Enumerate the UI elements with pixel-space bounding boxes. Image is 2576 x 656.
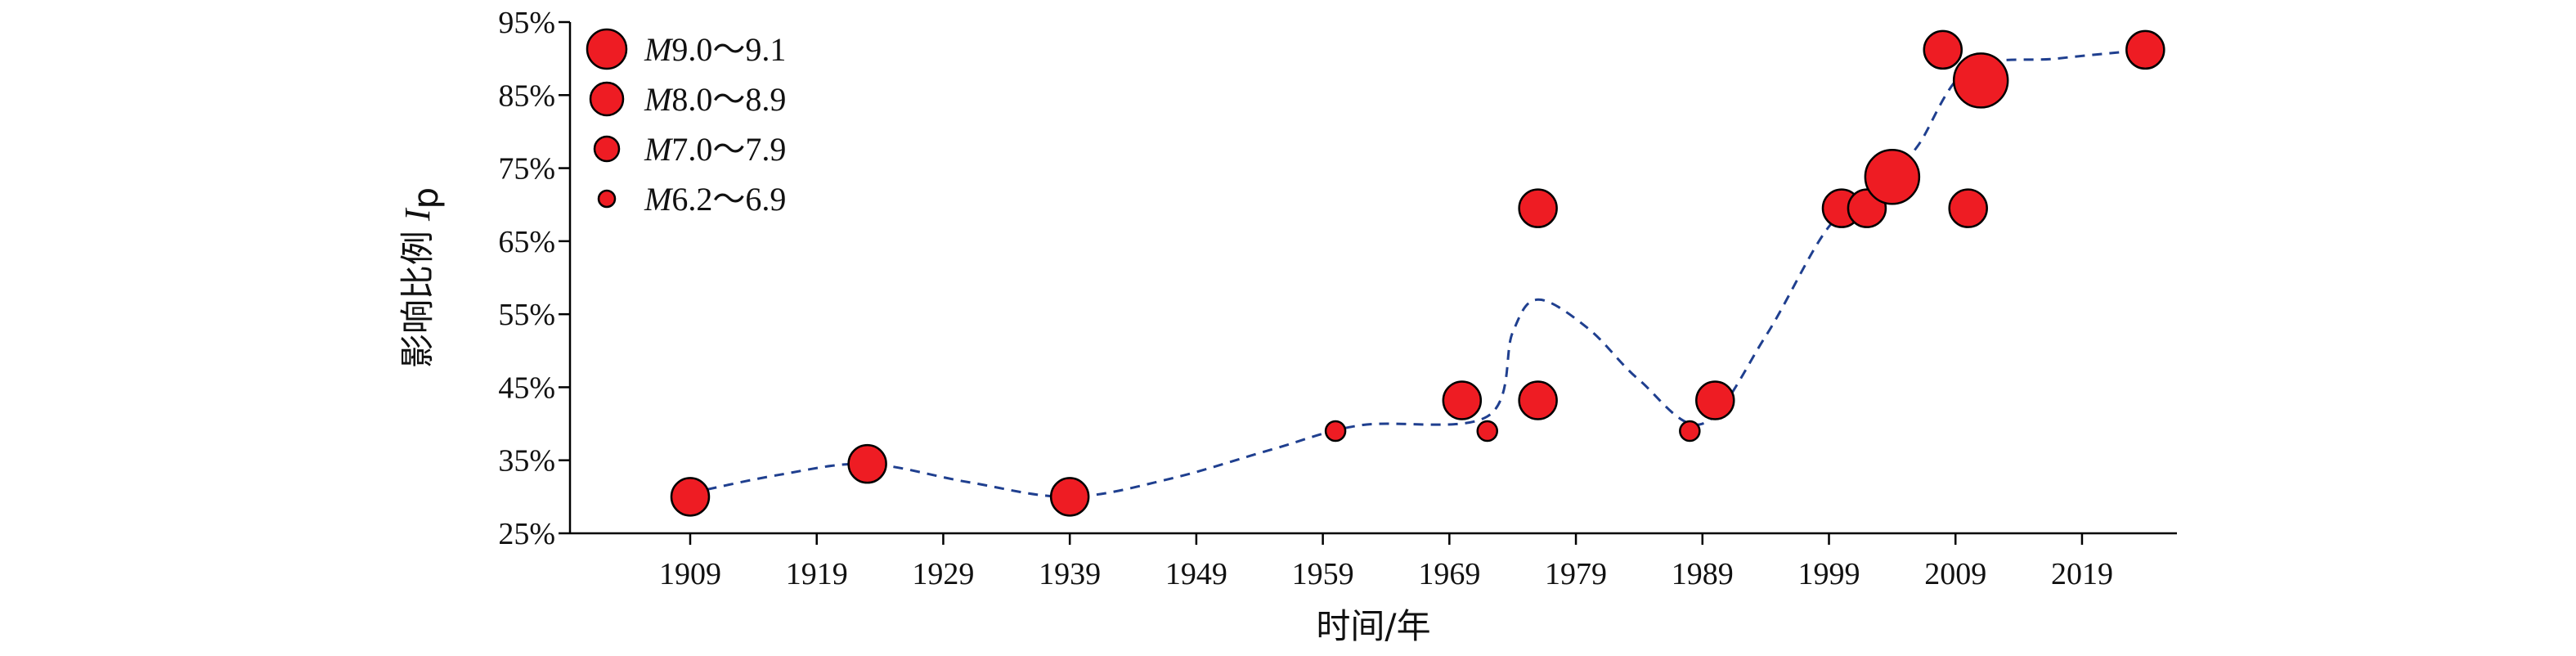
data-point	[1049, 477, 1090, 517]
data-point	[1948, 188, 1988, 228]
data-point	[1476, 420, 1499, 443]
legend-label: M9.0～9.1	[644, 31, 786, 68]
legend-range: 9.0～9.1	[671, 31, 786, 68]
x-tick-label: 1939	[1039, 557, 1101, 591]
x-tick-label: 1959	[1292, 557, 1354, 591]
legend-label: M8.0～8.9	[644, 81, 786, 118]
data-point	[1864, 149, 1921, 205]
legend-marker	[597, 189, 617, 209]
data-point	[670, 477, 711, 517]
x-tick-label: 1979	[1545, 557, 1607, 591]
x-axis-title: 时间/年	[1316, 606, 1430, 646]
legend-magnitude-var: M	[644, 81, 674, 118]
y-tick-label: 75%	[498, 152, 555, 186]
x-tick-label: 1909	[659, 557, 721, 591]
legend-label: M7.0～7.9	[644, 131, 786, 168]
x-tick-label: 1969	[1418, 557, 1480, 591]
data-point	[1518, 188, 1558, 228]
data-point	[1695, 380, 1735, 420]
x-tick-label: 1949	[1165, 557, 1227, 591]
x-tick-label: 1989	[1672, 557, 1734, 591]
x-tick-label: 1999	[1798, 557, 1860, 591]
x-tick-label: 2019	[2051, 557, 2113, 591]
data-point	[1923, 29, 1963, 70]
trend-line	[689, 48, 2146, 498]
y-tick-label: 65%	[498, 225, 555, 259]
y-tick-label: 55%	[498, 298, 555, 332]
legend-range: 7.0～7.9	[671, 131, 786, 168]
legend-range: 8.0～8.9	[671, 81, 786, 118]
data-point	[1679, 420, 1701, 443]
legend-magnitude-var: M	[644, 181, 674, 218]
data-point	[1518, 380, 1558, 420]
legend-marker	[586, 28, 628, 70]
legend-magnitude-var: M	[644, 31, 674, 68]
data-point	[1324, 420, 1347, 443]
x-tick-label: 1919	[786, 557, 848, 591]
legend-magnitude-var: M	[644, 131, 674, 168]
x-tick-label: 2009	[1924, 557, 1986, 591]
y-tick-label: 95%	[498, 6, 555, 40]
legend-marker	[589, 81, 625, 117]
data-point	[2125, 29, 2165, 70]
y-axis-title: 影响比例 Ip	[397, 187, 446, 368]
x-tick-label: 1929	[912, 557, 974, 591]
y-tick-label: 35%	[498, 444, 555, 479]
legend-range: 6.2～6.9	[671, 181, 786, 218]
y-tick-label: 25%	[498, 517, 555, 551]
data-point	[1442, 380, 1483, 420]
y-axis-title-var: I	[397, 207, 438, 222]
legend-label: M6.2～6.9	[644, 181, 786, 218]
y-tick-label: 45%	[498, 371, 555, 405]
data-point	[1952, 52, 2009, 109]
legend-marker	[593, 135, 621, 163]
y-tick-label: 85%	[498, 79, 555, 113]
y-axis-title-main: 影响比例	[397, 231, 438, 368]
y-axis-title-sub: p	[406, 187, 446, 209]
data-point	[847, 443, 887, 484]
